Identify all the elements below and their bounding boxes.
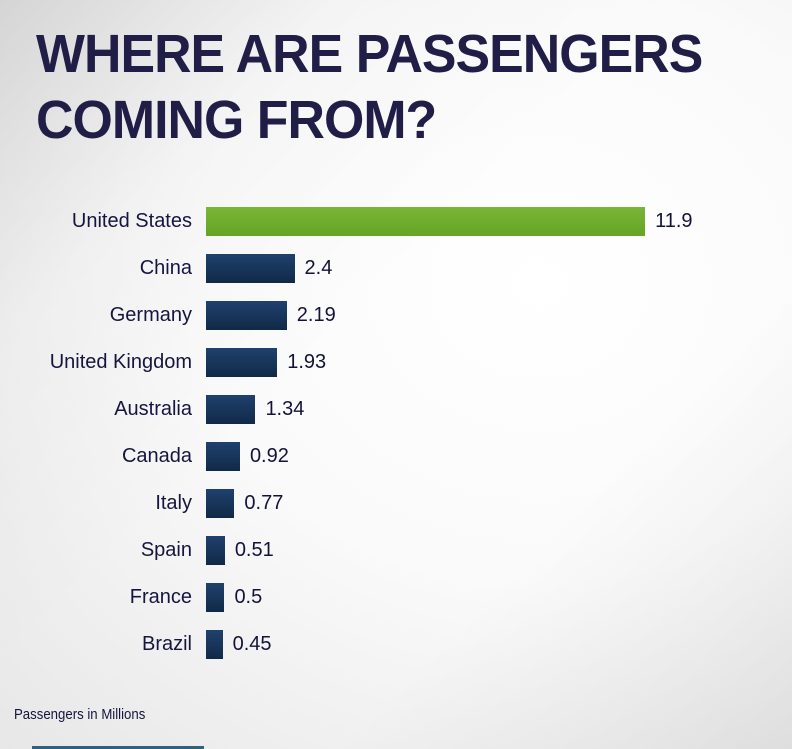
bar: [206, 536, 225, 565]
bar-row: China 2.4: [0, 254, 792, 283]
bar-row: Australia 1.34: [0, 395, 792, 424]
bar-chart: United States 11.9 China 2.4 Germany 2.19 Unit…: [0, 207, 792, 677]
category-label: France: [129, 586, 192, 608]
page-title: WHERE ARE PASSENGERS COMING FROM?: [36, 22, 703, 154]
bar-row: France 0.5: [0, 583, 792, 612]
category-label: Canada: [121, 445, 192, 467]
category-label: Italy: [155, 492, 192, 514]
category-label: China: [139, 257, 192, 279]
category-label: Spain: [140, 539, 192, 561]
category-label: Australia: [114, 398, 192, 420]
bar-row: United Kingdom 1.93: [0, 348, 792, 377]
bar-row: Spain 0.51: [0, 536, 792, 565]
value-label: 0.45: [232, 633, 272, 655]
value-label: 0.51: [234, 539, 274, 561]
page-title-line-2: COMING FROM?: [36, 89, 437, 150]
bar-row: Germany 2.19: [0, 301, 792, 330]
footer-accent-bar: [32, 746, 204, 749]
bar-row: United States 11.9: [0, 207, 792, 236]
category-label: United States: [71, 210, 192, 232]
axis-units-caption: Passengers in Millions: [14, 706, 146, 723]
category-label: Germany: [109, 304, 192, 326]
value-label: 2.4: [304, 257, 333, 279]
value-label: 11.9: [655, 210, 693, 232]
page-title-line-1: WHERE ARE PASSENGERS: [36, 24, 703, 84]
bar: [206, 301, 287, 330]
value-label: 1.93: [287, 351, 327, 373]
bar: [206, 395, 256, 424]
category-label: United Kingdom: [49, 351, 192, 373]
bar: [206, 442, 240, 471]
bar: [206, 583, 225, 612]
bar: [206, 489, 235, 518]
value-label: 0.92: [249, 445, 289, 467]
value-label: 1.34: [265, 398, 305, 420]
bar: [206, 254, 295, 283]
bar: [206, 630, 223, 659]
bar-row: Italy 0.77: [0, 489, 792, 518]
value-label: 0.77: [244, 492, 284, 514]
bar: [206, 348, 278, 377]
bar-highlight: [206, 207, 646, 236]
bar-row: Brazil 0.45: [0, 630, 792, 659]
bar-row: Canada 0.92: [0, 442, 792, 471]
category-label: Brazil: [141, 633, 192, 655]
value-label: 0.5: [234, 586, 263, 608]
value-label: 2.19: [296, 304, 336, 326]
